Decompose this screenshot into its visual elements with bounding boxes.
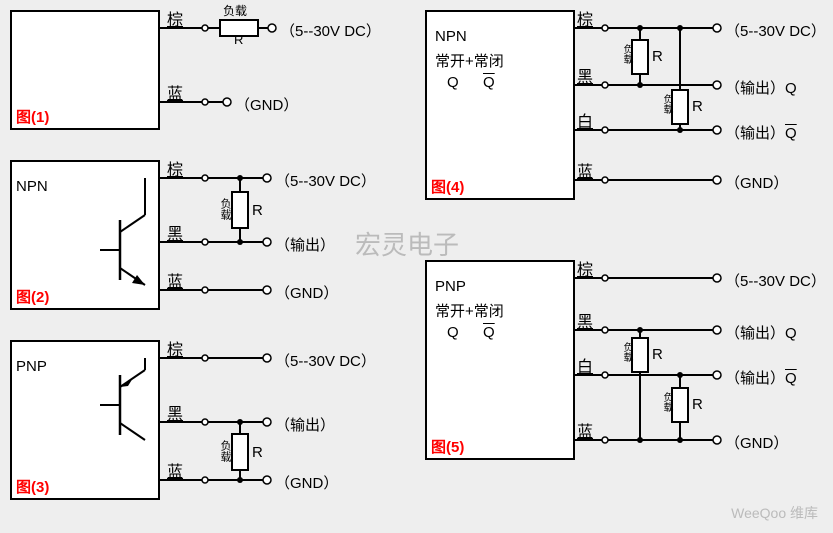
wire-brown: 棕 <box>167 6 183 30</box>
fig-5: PNP 常开+常闭 Q Q 图(5) 棕 （5--30V DC） 黑 （输出）Q… <box>425 260 825 470</box>
r-label: R <box>234 32 243 47</box>
output-2: （输出） <box>275 234 335 255</box>
gnd-4: （GND） <box>725 172 788 193</box>
vdc-2: （5--30V DC） <box>275 170 376 191</box>
vdc-3: （5--30V DC） <box>275 350 376 371</box>
fig-4: NPN 常开+常闭 Q Q 图(4) 棕 （5--30V DC） 负载 R 黑 … <box>425 10 825 210</box>
outputQ-4: （输出）Q <box>725 77 797 98</box>
gnd-5: （GND） <box>725 432 788 453</box>
vdc-1: （5--30V DC） <box>280 20 381 41</box>
load-label: 负载 <box>223 2 247 19</box>
wire-brown-5: 棕 <box>577 256 593 280</box>
gnd-3: （GND） <box>275 472 338 493</box>
r-5b: R <box>692 396 703 413</box>
wire-blue-5: 蓝 <box>577 418 593 442</box>
wire-blue-2: 蓝 <box>167 268 183 292</box>
wire-brown-3: 棕 <box>167 336 183 360</box>
load-3: 负载 <box>217 440 233 462</box>
output-3: （输出） <box>275 414 335 435</box>
r-4b: R <box>692 98 703 115</box>
fig-1: 图(1) 棕 负载 R （5--30V DC） 蓝 （GND） <box>10 10 390 140</box>
wire-blue: 蓝 <box>167 80 183 104</box>
gnd-1: （GND） <box>235 94 298 115</box>
wire-white-4: 白 <box>577 108 593 132</box>
r-4a: R <box>652 48 663 65</box>
outputQbar-4: （输出）Q <box>725 122 797 143</box>
fig-3: PNP 图(3) 棕 （5--30V DC） 黑 （输出） 负载 R 蓝 （GN… <box>10 340 390 510</box>
wire-blue-4: 蓝 <box>577 158 593 182</box>
outputQbar-5: （输出）Q <box>725 367 797 388</box>
fig-2: NPN 图(2) 棕 （5--30V DC） 负载 R 黑 （输出） 蓝 （GN… <box>10 160 390 320</box>
wire-brown-4: 棕 <box>577 6 593 30</box>
vdc-5: （5--30V DC） <box>725 270 826 291</box>
outputQ-5: （输出）Q <box>725 322 797 343</box>
load-4a: 负载 <box>619 44 634 64</box>
load-2: 负载 <box>217 198 233 220</box>
vdc-4: （5--30V DC） <box>725 20 826 41</box>
wire-brown-2: 棕 <box>167 156 183 180</box>
gnd-2: （GND） <box>275 282 338 303</box>
wire-blue-3: 蓝 <box>167 458 183 482</box>
wire-black-4: 黑 <box>577 63 593 87</box>
r-2: R <box>252 202 263 219</box>
wire-white-5: 白 <box>577 353 593 377</box>
wire-black-2: 黑 <box>167 220 183 244</box>
wire-black-5: 黑 <box>577 308 593 332</box>
load-5b: 负载 <box>659 392 674 412</box>
load-4b: 负载 <box>659 94 674 114</box>
r-5a: R <box>652 346 663 363</box>
r-3: R <box>252 444 263 461</box>
wire-black-3: 黑 <box>167 400 183 424</box>
load-5a: 负载 <box>619 342 634 362</box>
watermark-br: WeeQoo 维库 <box>731 503 818 523</box>
